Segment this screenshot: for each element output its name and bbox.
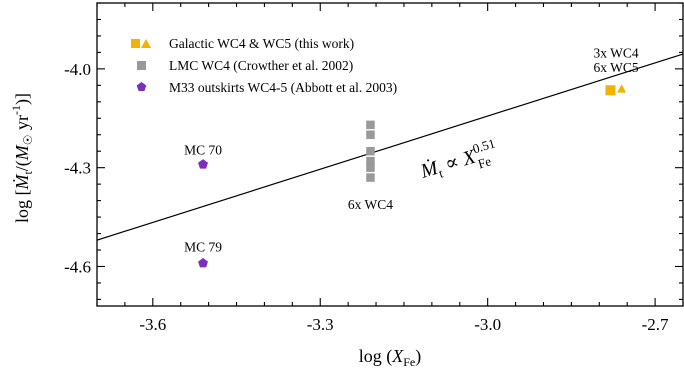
data-points	[198, 84, 627, 268]
data-point-pentagon	[198, 159, 208, 169]
legend-item-galactic: Galactic WC4 & WC5 (this work)	[131, 36, 354, 51]
fit-line-group	[97, 53, 684, 241]
fit-line	[97, 53, 684, 241]
legend-galactic-triangle-marker	[141, 39, 151, 48]
annotation-label: 3x WC4	[593, 45, 638, 60]
x-tick-label: -3.6	[139, 315, 166, 334]
data-point-square	[366, 163, 375, 172]
y-axis-label-yr: yr	[12, 115, 32, 135]
x-axis-label-prefix: log (	[359, 346, 393, 367]
legend-item-lmc: LMC WC4 (Crowther et al. 2002)	[137, 58, 353, 73]
x-tick-label: -2.7	[642, 315, 669, 334]
y-tick-label: -4.0	[64, 60, 91, 79]
y-axis-label-t-subscript: t	[21, 171, 35, 175]
legend-m33-pentagon-marker	[136, 82, 147, 91]
data-point-square	[366, 146, 375, 156]
legend-label-m33: M33 outskirts WC4-5 (Abbott et al. 2003)	[169, 80, 397, 95]
plot-frame	[96, 2, 684, 307]
y-axis-label-m: M	[12, 144, 32, 161]
annotation-label: 6x WC4	[348, 197, 393, 212]
relation-label: Ṁt∝X0.51Fe	[416, 135, 501, 187]
data-point-square	[605, 85, 616, 96]
legend-label-galactic: Galactic WC4 & WC5 (this work)	[169, 36, 354, 51]
y-axis-label-suffix: )]	[12, 93, 33, 105]
legend-galactic-square-marker	[131, 39, 140, 48]
annotation-label: 6x WC5	[593, 60, 638, 75]
x-axis-label-suffix: )	[415, 346, 421, 367]
relation-lhs-sub: t	[437, 165, 445, 181]
y-axis-label-mdot: Ṁ	[12, 174, 32, 191]
relation-exponent: 0.51	[471, 135, 497, 156]
y-axis-label-prefix: log [	[12, 190, 32, 224]
data-point-square	[366, 130, 375, 139]
data-point-square	[366, 173, 375, 182]
x-axis-label: log (XFe)	[359, 346, 422, 369]
annotation-label: MC 79	[184, 240, 222, 255]
y-tick-label: -4.3	[64, 159, 91, 178]
legend-lmc-square-marker	[137, 61, 146, 70]
annotation-label: MC 70	[184, 143, 222, 158]
relation-operator: ∝	[442, 151, 461, 176]
y-axis-label-exponent: -1	[9, 105, 23, 115]
x-axis-label-symbol: X	[391, 346, 404, 366]
legend-label-lmc: LMC WC4 (Crowther et al. 2002)	[169, 58, 353, 73]
x-axis-label-subscript: Fe	[403, 355, 415, 369]
relation-base-sub: Fe	[476, 153, 493, 171]
data-point-triangle	[617, 84, 627, 93]
y-axis-label: log [Ṁt/(M☉ yr-1)]	[9, 93, 35, 223]
x-tick-label: -3.0	[474, 315, 501, 334]
data-point-square	[366, 156, 375, 166]
axis-ticks: -3.6 -3.3 -3.0 -2.7 -4.6 -4.3 -4.0	[64, 2, 684, 334]
data-point-square	[366, 120, 375, 130]
legend-item-m33: M33 outskirts WC4-5 (Abbott et al. 2003)	[136, 80, 397, 95]
x-tick-label: -3.3	[307, 315, 334, 334]
y-tick-label: -4.6	[64, 257, 91, 276]
y-axis-label-slash: /(	[12, 160, 33, 171]
legend: Galactic WC4 & WC5 (this work) LMC WC4 (…	[131, 36, 397, 95]
y-axis-label-sun-subscript: ☉	[21, 134, 35, 145]
data-point-pentagon	[198, 257, 208, 268]
